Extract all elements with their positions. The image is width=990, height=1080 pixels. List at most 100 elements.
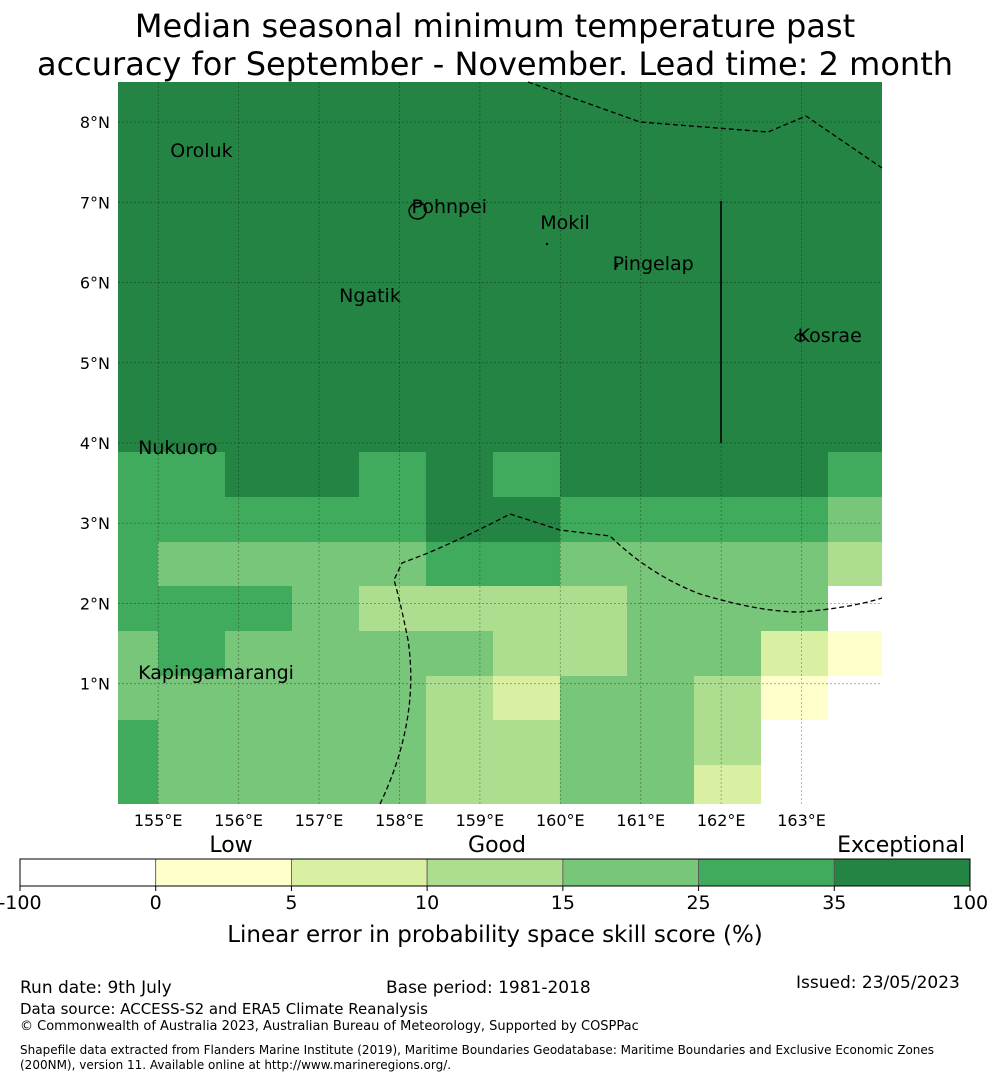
run-date: Run date: 9th July <box>20 978 172 998</box>
skill-cell <box>225 631 493 676</box>
title-line-2: accuracy for September - November. Lead … <box>36 45 954 83</box>
skill-cell <box>560 765 694 804</box>
place-label-pingelap: Pingelap <box>612 252 694 275</box>
colorbar-frame <box>19 858 971 887</box>
skill-cell <box>158 631 225 676</box>
skill-cell <box>560 720 694 765</box>
colorbar-swatch <box>155 858 292 887</box>
shapefile-credit-1: Shapefile data extracted from Flanders M… <box>20 1043 935 1057</box>
colorbar-tick-label: 15 <box>551 892 575 914</box>
lat-tick-label: 2°N <box>80 594 110 613</box>
skill-cell <box>694 676 761 720</box>
skill-cell <box>426 720 560 765</box>
lat-tick-label: 3°N <box>80 514 110 533</box>
island-kosrae <box>794 333 806 342</box>
colorbar-tick-label: 5 <box>285 892 297 914</box>
skill-cell <box>493 452 560 497</box>
skill-cell <box>118 452 225 497</box>
colorbar-swatch <box>426 858 564 887</box>
skill-cell <box>493 676 560 720</box>
lat-tick-label: 1°N <box>80 675 110 694</box>
skill-cell <box>694 720 761 765</box>
lon-tick-label: 160°E <box>536 811 585 830</box>
issued-date: Issued: 23/05/2023 <box>796 973 960 993</box>
place-label-mokil: Mokil <box>540 212 590 235</box>
lon-tick-label: 158°E <box>375 811 424 830</box>
colorbar-swatch <box>833 858 971 887</box>
skill-cell <box>627 586 828 631</box>
skill-cell <box>426 497 560 542</box>
colorbar-category-exceptional: Exceptional <box>837 833 965 858</box>
skill-cell <box>225 452 359 497</box>
skill-cell <box>828 452 882 497</box>
skill-cell <box>493 631 627 676</box>
skill-cell <box>118 586 292 631</box>
colorbar-swatch <box>562 858 699 887</box>
lat-tick-label: 8°N <box>80 113 110 132</box>
skill-cell <box>828 586 882 631</box>
colorbar-swatch <box>698 858 835 887</box>
colorbar-label: Linear error in probability space skill … <box>227 922 763 948</box>
copyright: © Commonwealth of Australia 2023, Austra… <box>20 1019 639 1034</box>
skill-cell <box>560 452 828 497</box>
lat-tick-label: 6°N <box>80 274 110 293</box>
title-line-1: Median seasonal minimum temperature past <box>134 7 856 45</box>
colorbar-tick-label: 25 <box>686 892 710 914</box>
skill-cell <box>828 631 882 676</box>
colorbar-swatch <box>19 858 157 887</box>
island-pingelap <box>615 264 619 268</box>
shapefile-credit-2: (200NM), version 11. Available online at… <box>20 1058 452 1072</box>
skill-cell <box>118 82 882 452</box>
skill-cell <box>118 765 158 804</box>
data-source: Data source: ACCESS-S2 and ERA5 Climate … <box>20 1000 428 1018</box>
skill-cell <box>761 676 828 720</box>
colorbar-category-good: Good <box>468 833 526 858</box>
skill-cell <box>828 542 882 586</box>
skill-cell <box>560 542 828 586</box>
skill-cell <box>118 542 158 586</box>
skill-cell <box>158 542 426 586</box>
lon-tick-label: 157°E <box>295 811 344 830</box>
lon-tick-label: 159°E <box>456 811 505 830</box>
skill-cell <box>426 452 493 497</box>
skill-cell <box>694 765 761 804</box>
place-label-kosrae: Kosrae <box>797 324 862 347</box>
lon-tick-label: 162°E <box>697 811 746 830</box>
skill-cell <box>426 676 493 720</box>
skill-cell <box>359 452 426 497</box>
place-label-nukuoro: Nukuoro <box>138 437 218 460</box>
place-label-pohnpei: Pohnpei <box>411 196 488 219</box>
lat-tick-label: 7°N <box>80 193 110 212</box>
island-pohnpei <box>408 202 427 220</box>
skill-cell <box>560 497 828 542</box>
colorbar-tick-label: 35 <box>822 892 846 914</box>
place-label-oroluk: Oroluk <box>170 140 233 163</box>
island-mokil <box>545 242 549 246</box>
skill-cell <box>158 676 426 720</box>
lat-tick-label: 4°N <box>80 434 110 453</box>
place-label-ngatik: Ngatik <box>339 284 401 307</box>
skill-cell <box>118 676 158 720</box>
lon-tick-label: 163°E <box>777 811 826 830</box>
base-period: Base period: 1981-2018 <box>386 978 591 998</box>
colorbar-category-low: Low <box>209 833 252 858</box>
skill-cell <box>426 765 560 804</box>
skill-cell <box>118 720 158 765</box>
lat-tick-label: 5°N <box>80 354 110 373</box>
skill-cell <box>118 497 426 542</box>
colorbar-tick-label: -100 <box>0 892 42 914</box>
skill-cell <box>426 542 560 586</box>
skill-cell <box>292 586 359 631</box>
skill-cell <box>118 631 158 676</box>
colorbar-tick-label: 10 <box>415 892 439 914</box>
skill-cell <box>828 497 882 542</box>
skill-cell <box>761 631 828 676</box>
skill-cell <box>560 676 694 720</box>
place-label-kapingamarangi: Kapingamarangi <box>138 661 294 684</box>
colorbar-swatch <box>291 858 428 887</box>
skill-cell <box>627 631 761 676</box>
colorbar-tick-label: 0 <box>150 892 162 914</box>
lon-tick-label: 161°E <box>616 811 665 830</box>
skill-cell <box>158 765 426 804</box>
